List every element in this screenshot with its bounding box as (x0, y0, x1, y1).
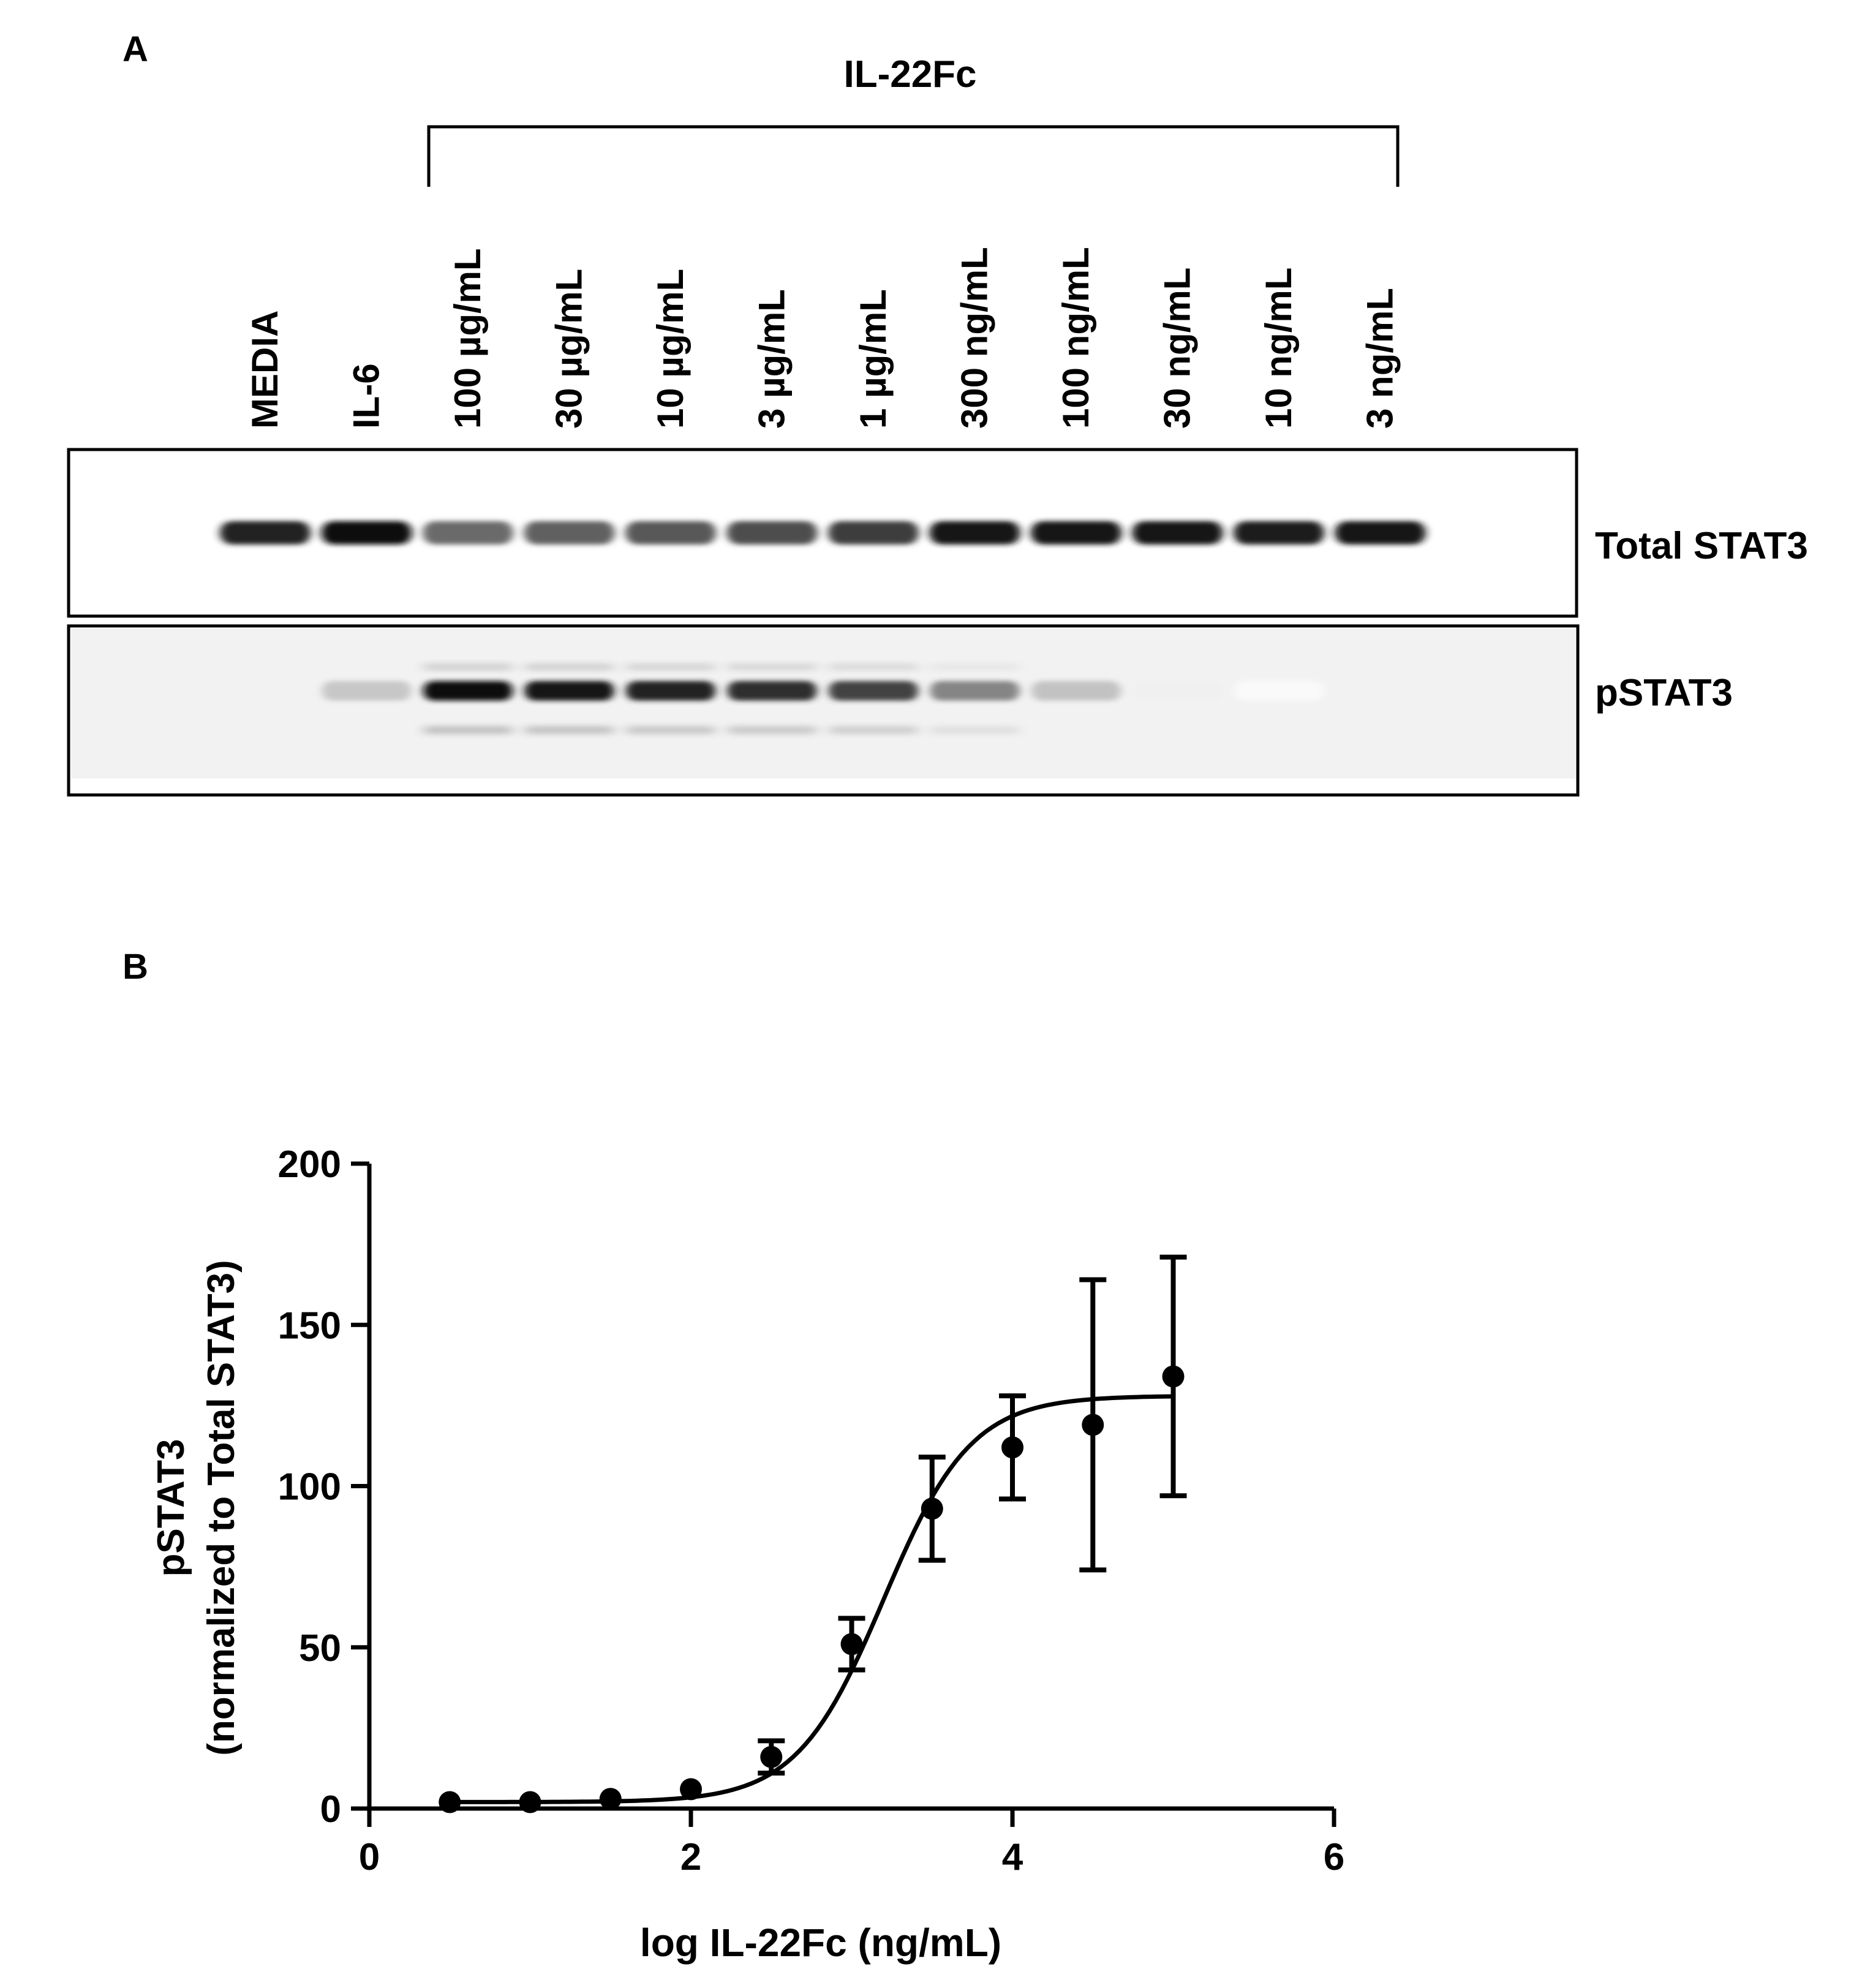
panel-b-letter: B (123, 947, 148, 987)
band-lower-10-ug-ml (626, 726, 715, 734)
data-point-8 (1082, 1414, 1104, 1436)
band-bands-p-300-ng-ml (930, 681, 1020, 701)
y-tick-label-200: 200 (278, 1143, 341, 1186)
band-lower-100-ug-ml (423, 726, 513, 734)
band-bands-total-30-ng-ml (1132, 521, 1223, 544)
band-upper-300-ng-ml (930, 664, 1020, 670)
data-point-5 (840, 1633, 863, 1655)
band-bands-total-3-ug-ml (726, 521, 818, 544)
blot-total-stat3: Total STAT3 (67, 448, 1808, 618)
dose-response-chart: 0 50 100 150 200 0 2 4 6 log IL-22Fc (ng/mL) pS… (150, 1143, 1344, 1965)
fit-curve (450, 1394, 1174, 1804)
band-bands-p-100-ng-ml (1031, 681, 1121, 701)
error-bars (758, 1254, 1187, 1776)
lane-label-10-ng-ml: 10 ng/mL (1258, 268, 1299, 429)
blot-pstat3: pSTAT3 (67, 624, 1733, 797)
data-point-0 (439, 1791, 461, 1813)
data-point-2 (599, 1788, 622, 1810)
band-bands-p-30-ug-ml (524, 681, 614, 701)
blot-label-total-stat3: Total STAT3 (1595, 525, 1808, 567)
x-tick-labels: 0 2 4 6 (359, 1836, 1344, 1878)
x-axis-label: log IL-22Fc (ng/mL) (640, 1921, 1001, 1965)
x-tick-label-6: 6 (1324, 1836, 1344, 1878)
panel-a: A IL-22Fc MEDIA IL-6 100 µg/mL 30 µg/mL 10 µ… (67, 29, 1808, 797)
lane-label-100-ug-ml: 100 µg/mL (447, 248, 488, 429)
band-lower-1-ug-ml (829, 726, 918, 734)
group-bracket (427, 125, 1400, 187)
lane-label-300-ng-ml: 300 ng/mL (954, 247, 995, 429)
band-bands-total-100-ng-ml (1031, 521, 1121, 544)
panel-b: B 0 50 100 150 200 0 2 4 6 log IL-22Fc (ng/mL) … (123, 947, 1344, 1965)
band-bands-total-1-ug-ml (828, 521, 919, 544)
x-tick-label-2: 2 (680, 1836, 701, 1878)
data-point-1 (519, 1791, 541, 1813)
lane-label-3-ug-ml: 3 µg/mL (752, 289, 793, 429)
blot-background-pstat3 (71, 628, 1575, 778)
lane-label-1-ug-ml: 1 µg/mL (853, 289, 894, 429)
band-bands-total-media (220, 521, 311, 544)
data-point-7 (1001, 1436, 1023, 1459)
group-label: IL-22Fc (843, 53, 976, 96)
y-tick-label-100: 100 (278, 1466, 341, 1508)
lane-label-10-ug-ml: 10 µg/mL (650, 269, 691, 429)
y-tick-label-0: 0 (320, 1788, 341, 1831)
data-point-4 (760, 1745, 783, 1768)
band-bands-p-30-ng-ml (1133, 681, 1223, 701)
blot-frame-total (67, 448, 1578, 618)
band-bands-p-il-6 (322, 681, 412, 701)
band-lower-300-ng-ml (930, 726, 1020, 734)
bands-total-stat3 (220, 521, 1426, 544)
bands-pstat3 (322, 664, 1324, 734)
band-bands-p-10-ng-ml (1234, 681, 1324, 701)
band-bands-p-3-ug-ml (727, 681, 817, 701)
lane-label-media: MEDIA (244, 311, 285, 429)
band-upper-100-ug-ml (423, 664, 513, 670)
band-bands-total-300-ng-ml (929, 521, 1020, 544)
panel-a-letter: A (123, 29, 148, 69)
y-tick-labels: 0 50 100 150 200 (278, 1143, 341, 1831)
band-bands-p-1-ug-ml (829, 681, 918, 701)
lane-labels: MEDIA IL-6 100 µg/mL 30 µg/mL 10 µg/mL 3 µg/m… (244, 247, 1401, 429)
data-points (439, 1365, 1185, 1813)
band-bands-total-3-ng-ml (1335, 521, 1426, 544)
band-bands-total-10-ng-ml (1234, 521, 1324, 544)
band-upper-30-ug-ml (524, 664, 614, 670)
y-axis-label-line1: pSTAT3 (150, 1439, 192, 1576)
y-axis-label-line2: (normalized to Total STAT3) (200, 1260, 243, 1755)
blot-label-pstat3: pSTAT3 (1595, 672, 1733, 714)
band-bands-p-10-ug-ml (626, 681, 715, 701)
data-point-3 (680, 1778, 702, 1801)
band-bands-total-il-6 (321, 521, 412, 544)
data-point-6 (921, 1497, 943, 1520)
lane-label-30-ng-ml: 30 ng/mL (1157, 268, 1198, 429)
band-lower-30-ug-ml (524, 726, 614, 734)
y-tick-label-50: 50 (299, 1627, 341, 1670)
band-lower-3-ug-ml (727, 726, 817, 734)
band-bands-total-10-ug-ml (625, 521, 716, 544)
band-bands-total-30-ug-ml (524, 521, 615, 544)
band-bands-total-100-ug-ml (423, 521, 513, 544)
band-upper-3-ug-ml (727, 664, 817, 670)
lane-label-100-ng-ml: 100 ng/mL (1055, 247, 1096, 429)
lane-label-30-ug-ml: 30 µg/mL (549, 269, 590, 429)
x-tick-label-0: 0 (359, 1836, 380, 1878)
band-upper-1-ug-ml (829, 664, 918, 670)
data-point-9 (1162, 1365, 1185, 1388)
lane-label-il-6: IL-6 (346, 363, 387, 429)
band-upper-10-ug-ml (626, 664, 715, 670)
y-tick-label-150: 150 (278, 1305, 341, 1347)
band-bands-p-100-ug-ml (423, 681, 513, 701)
x-tick-label-4: 4 (1002, 1836, 1023, 1878)
lane-label-3-ng-ml: 3 ng/mL (1360, 288, 1401, 429)
